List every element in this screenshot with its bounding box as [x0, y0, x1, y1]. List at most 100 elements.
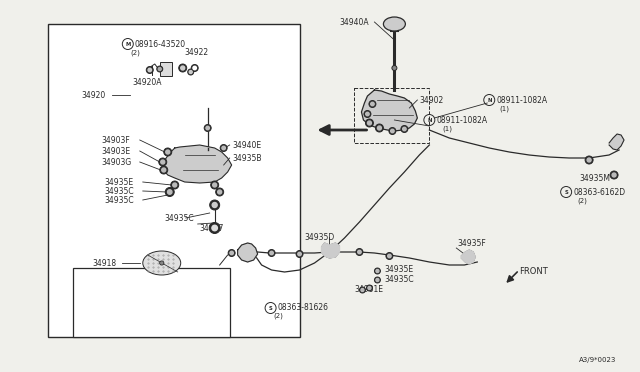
- Polygon shape: [609, 134, 624, 150]
- Circle shape: [376, 279, 379, 282]
- Circle shape: [376, 124, 383, 132]
- Circle shape: [160, 261, 164, 265]
- Circle shape: [212, 225, 218, 231]
- Circle shape: [268, 250, 275, 257]
- Ellipse shape: [143, 251, 180, 275]
- Circle shape: [393, 67, 396, 69]
- Text: 08363-81626: 08363-81626: [278, 304, 328, 312]
- Polygon shape: [362, 90, 417, 131]
- Polygon shape: [321, 243, 339, 258]
- Circle shape: [376, 269, 379, 273]
- Text: 34903G: 34903G: [102, 157, 132, 167]
- Circle shape: [179, 64, 187, 72]
- Text: 34937: 34937: [200, 224, 224, 232]
- Text: 34902: 34902: [419, 96, 444, 105]
- Text: S: S: [564, 189, 568, 195]
- Text: 08911-1082A: 08911-1082A: [436, 115, 488, 125]
- Text: 34935C: 34935C: [105, 186, 134, 196]
- Circle shape: [206, 126, 209, 130]
- Circle shape: [211, 181, 219, 189]
- Text: (2): (2): [131, 50, 141, 56]
- Circle shape: [222, 146, 225, 150]
- Bar: [160, 62, 172, 76]
- Text: 34940A: 34940A: [339, 17, 369, 26]
- Text: 34935D: 34935D: [305, 232, 335, 241]
- Circle shape: [378, 126, 381, 130]
- Text: S: S: [269, 305, 273, 311]
- Circle shape: [367, 121, 371, 125]
- Circle shape: [209, 222, 220, 234]
- Text: 34922: 34922: [185, 48, 209, 57]
- Circle shape: [228, 250, 235, 257]
- Text: M: M: [125, 42, 131, 46]
- Circle shape: [171, 181, 179, 189]
- Circle shape: [162, 168, 166, 172]
- Text: 34920A: 34920A: [132, 77, 163, 87]
- Circle shape: [166, 150, 170, 154]
- Circle shape: [374, 277, 380, 283]
- Circle shape: [612, 173, 616, 177]
- Text: (2): (2): [273, 313, 284, 319]
- Circle shape: [365, 112, 369, 116]
- Text: 34918: 34918: [93, 259, 117, 267]
- Circle shape: [392, 65, 397, 71]
- Text: 34935M: 34935M: [579, 173, 610, 183]
- Text: (1): (1): [442, 126, 452, 132]
- Circle shape: [401, 125, 408, 132]
- Text: 34903F: 34903F: [102, 135, 131, 144]
- Circle shape: [296, 250, 303, 257]
- Text: 34940E: 34940E: [233, 141, 262, 150]
- Ellipse shape: [383, 17, 405, 31]
- Circle shape: [148, 68, 152, 72]
- Circle shape: [368, 286, 371, 289]
- Circle shape: [298, 252, 301, 256]
- Text: 34935E: 34935E: [105, 177, 134, 186]
- Circle shape: [165, 187, 174, 196]
- Text: 34903E: 34903E: [102, 147, 131, 155]
- Circle shape: [164, 148, 172, 156]
- Circle shape: [218, 190, 221, 194]
- Circle shape: [159, 158, 167, 166]
- Circle shape: [204, 125, 211, 131]
- Circle shape: [189, 71, 192, 74]
- Circle shape: [212, 202, 217, 208]
- Circle shape: [371, 102, 374, 106]
- Circle shape: [610, 171, 618, 179]
- Bar: [355, 88, 429, 143]
- Circle shape: [364, 110, 371, 118]
- Text: FRONT: FRONT: [519, 267, 548, 276]
- Bar: [48, 24, 300, 337]
- Circle shape: [191, 64, 198, 71]
- Circle shape: [188, 69, 194, 75]
- Text: 34935B: 34935B: [233, 154, 262, 163]
- Text: 34935C: 34935C: [105, 196, 134, 205]
- Circle shape: [403, 127, 406, 131]
- Text: 08916-43520: 08916-43520: [135, 39, 186, 48]
- Text: 34935F: 34935F: [458, 238, 486, 247]
- Circle shape: [230, 251, 234, 255]
- Polygon shape: [461, 250, 476, 264]
- Circle shape: [157, 66, 163, 72]
- Text: (2): (2): [577, 198, 587, 204]
- Text: 34935E: 34935E: [385, 266, 413, 275]
- Circle shape: [356, 248, 363, 256]
- Polygon shape: [162, 145, 232, 183]
- Circle shape: [361, 289, 364, 292]
- Circle shape: [369, 100, 376, 108]
- Circle shape: [270, 251, 273, 255]
- Circle shape: [367, 285, 372, 291]
- Circle shape: [160, 166, 168, 174]
- Circle shape: [386, 253, 393, 260]
- Text: 08363-6162D: 08363-6162D: [573, 187, 625, 196]
- Text: N: N: [427, 118, 431, 122]
- Circle shape: [216, 188, 223, 196]
- Circle shape: [365, 119, 373, 127]
- Text: 34901E: 34901E: [355, 285, 383, 294]
- Circle shape: [389, 128, 396, 135]
- Circle shape: [585, 156, 593, 164]
- Circle shape: [390, 129, 394, 133]
- Circle shape: [168, 190, 172, 194]
- Circle shape: [193, 66, 196, 70]
- Circle shape: [180, 66, 185, 70]
- Circle shape: [374, 268, 380, 274]
